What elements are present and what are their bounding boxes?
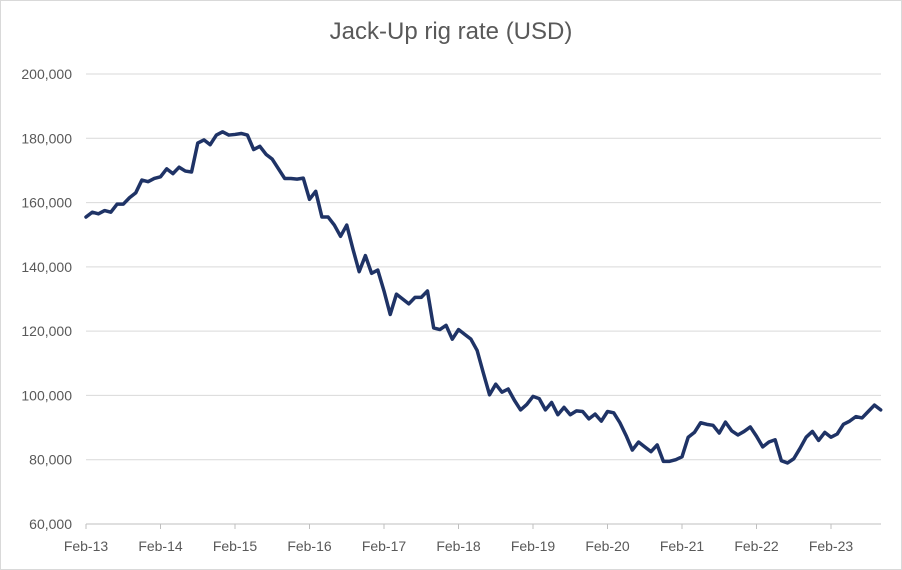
series-line-jack-up-rig-rate [84,130,883,465]
y-axis-tick-labels: 60,000 80,000 100,000 120,000 140,000 160,000… [21,66,72,532]
y-tick-label: 200,000 [21,66,72,82]
x-axis [85,523,881,529]
y-tick-label: 120,000 [21,323,72,339]
y-tick-label: 160,000 [21,195,72,211]
y-tick-label: 80,000 [29,452,72,468]
y-tick-label: 140,000 [21,259,72,275]
x-tick-label: Feb-17 [362,538,407,554]
y-tick-label: 100,000 [21,387,72,403]
x-tick-label: Feb-14 [138,538,183,554]
x-tick-label: Feb-22 [734,538,779,554]
x-tick-label: Feb-18 [436,538,481,554]
y-tick-label: 60,000 [29,516,72,532]
x-tick-label: Feb-19 [511,538,556,554]
y-tick-label: 180,000 [21,130,72,146]
x-tick-label: Feb-21 [660,538,705,554]
gridlines [86,73,881,461]
x-tick-label: Feb-20 [585,538,630,554]
x-axis-tick-labels: Feb-13 Feb-14 Feb-15 Feb-16 Feb-17 Feb-18 Feb-… [64,538,854,554]
x-tick-label: Feb-13 [64,538,109,554]
x-tick-label: Feb-16 [287,538,332,554]
chart-title: Jack-Up rig rate (USD) [329,18,573,45]
x-tick-label: Feb-15 [213,538,258,554]
x-tick-label: Feb-23 [809,538,854,554]
